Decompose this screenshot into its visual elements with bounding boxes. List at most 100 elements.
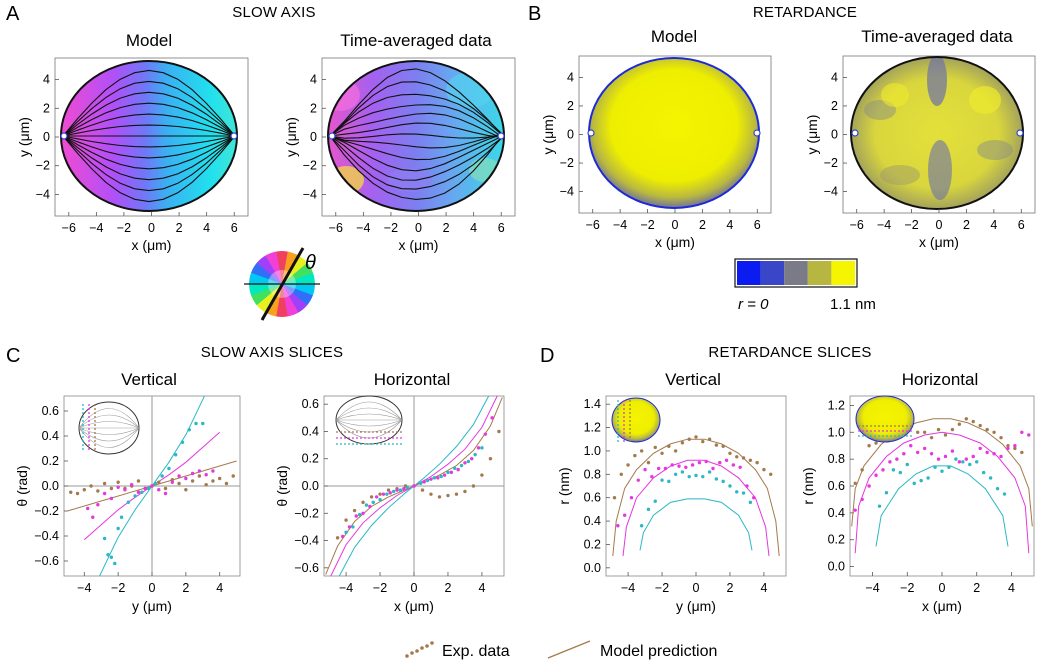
x-axis-label: x (μm) [919,234,959,250]
data-point-cyan [995,486,1000,491]
data-point-cyan [146,486,151,491]
data-point-brown [748,458,753,462]
legend: Exp. data Model prediction [405,640,717,660]
data-point-cyan [116,526,120,531]
data-point-magenta [109,496,114,501]
wheel-slice [282,255,308,284]
y-tick-label: 0 [43,130,50,144]
y-axis-label: θ (rad) [274,465,290,506]
x-tick-label: −2 [117,221,131,235]
data-point-magenta [102,491,107,496]
x-tick-label: 0 [672,218,679,232]
data-point-brown [755,460,759,465]
x-tick-label: 0 [411,581,418,595]
model-curve-brown [851,418,1033,527]
x-tick-label: −2 [640,218,654,232]
data-point-brown [741,456,746,460]
y-tick-label: 1.0 [584,444,601,458]
y-tick-label: 2 [831,99,838,113]
data-point-cyan [954,457,958,461]
x-tick-label: 0 [939,581,946,595]
y-tick-label: −0.2 [294,506,319,520]
data-point-brown [943,433,948,437]
y-tick-label: 0.6 [42,404,59,418]
data-point-cyan [473,452,477,457]
inset-cell [611,397,661,443]
data-point-brown [950,427,955,432]
data-point-cyan [466,459,471,464]
data-point-brown [721,444,725,448]
data-point-cyan [968,462,972,467]
x-tick-label: −4 [77,581,91,595]
data-point-cyan [926,476,930,480]
y-tick-label: −4 [824,185,838,199]
plot-area [851,417,1033,554]
data-point-brown [224,481,229,486]
data-point-cyan [639,524,644,528]
data-point-brown [1013,446,1017,451]
data-point-brown [197,474,202,478]
data-point-brown [1020,450,1024,455]
streamline [62,69,236,137]
data-point-magenta [347,525,352,529]
data-point-magenta [957,460,962,464]
data-point-cyan [459,463,464,468]
data-point-magenta [1013,444,1017,448]
data-point-magenta [116,485,120,489]
y-tick-label: −0.6 [294,561,319,575]
data-point-magenta [616,524,620,528]
section-title-retardance-slices: RETARDANCE SLICES [708,344,871,361]
data-point-magenta [718,460,722,465]
data-point-magenta [388,491,392,495]
data-point-brown [75,491,80,496]
legend-dot [425,644,429,648]
data-point-brown [660,451,664,455]
wheel-angle-line [260,247,305,321]
data-point-magenta [663,466,668,471]
data-point-brown [116,480,120,484]
x-tick-label: 0 [415,221,422,235]
inset-streamline [335,419,403,427]
section-title-slow-axis: SLOW AXIS [232,4,316,21]
x-tick-label: 6 [1018,218,1025,232]
colorbar-max-label: 1.1 nm [830,296,876,313]
plot-area [325,396,503,576]
data-point-cyan [912,481,916,486]
inset-cell [855,395,915,443]
data-point-cyan [398,488,403,492]
x-axis-label: y (μm) [132,598,172,614]
model-curve-cyan [875,465,1009,547]
y-tick-label: 0.4 [302,424,319,438]
panel-letter-d: D [540,345,554,367]
data-point-magenta [1020,430,1024,434]
data-point-brown [420,488,425,492]
streamline [329,135,503,172]
panel-letter-b: B [528,3,541,25]
y-tick-label: 4 [310,73,317,87]
data-point-brown [378,492,382,496]
legend-dot [405,654,409,658]
data-point-brown [653,445,657,450]
chart-title: Horizontal [374,370,451,389]
data-point-cyan [646,507,651,512]
streamline [329,135,503,190]
data-point-cyan [905,462,909,467]
panel-letter-c: C [6,345,20,367]
data-point-magenta [636,478,640,482]
y-tick-label: −0.6 [34,554,59,568]
data-point-cyan [180,440,185,444]
chart-title: Model [126,31,172,50]
data-point-magenta [211,469,215,473]
texture-blob [969,86,1001,114]
data-point-magenta [177,474,181,478]
colorbar-swatch [737,261,761,285]
data-point-brown [163,486,168,491]
x-tick-label: 2 [963,218,970,232]
data-point-brown [211,479,215,483]
streamline [329,135,503,200]
y-tick-label: 1.4 [584,397,601,411]
data-point-cyan [728,484,732,488]
data-point-magenta [738,465,742,469]
data-point-magenta [978,446,982,451]
pole-marker-right [497,132,505,140]
